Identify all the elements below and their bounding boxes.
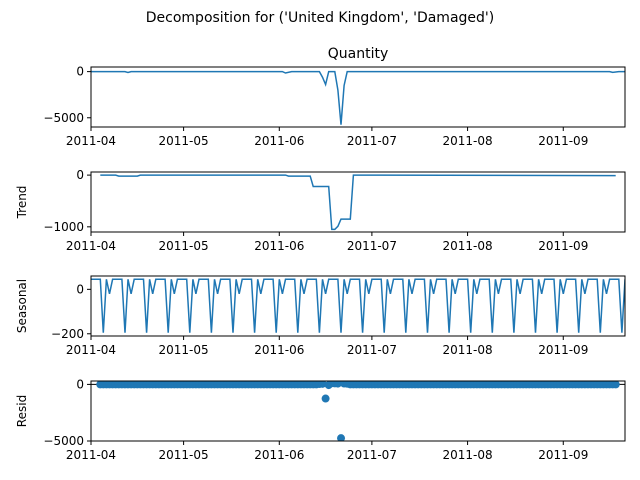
y-tick-label: 0	[76, 65, 84, 79]
axes-frame	[90, 171, 626, 233]
x-tick-label: 2011-05	[159, 134, 209, 148]
y-axis-label: Resid	[15, 395, 29, 427]
series-line	[91, 70, 625, 125]
y-tick-label: −1000	[43, 220, 84, 234]
panel-seasonal: 2011-04 2011-05 2011-06 2011-07 2011-08 2011-…	[15, 275, 626, 357]
x-tick-label: 2011-09	[538, 239, 588, 253]
series-line	[91, 278, 625, 333]
axes-frame	[90, 66, 626, 128]
y-tick-label: −200	[51, 327, 84, 341]
x-tick-label: 2011-06	[254, 448, 304, 462]
panel-trend: 2011-04 2011-05 2011-06 2011-07 2011-08 2011-…	[15, 168, 626, 253]
x-tick-label: 2011-07	[347, 448, 397, 462]
x-tick-label: 2011-04	[66, 134, 116, 148]
x-tick-label: 2011-04	[66, 343, 116, 357]
x-tick-label: 2011-07	[347, 239, 397, 253]
resid-point	[611, 381, 620, 389]
plot-area	[100, 174, 616, 231]
x-tick-label: 2011-06	[254, 134, 304, 148]
y-tick-label: 0	[76, 168, 84, 182]
x-tick-label: 2011-08	[443, 343, 493, 357]
x-tick-label: 2011-05	[159, 448, 209, 462]
panel-title: Quantity	[328, 46, 389, 62]
resid-point	[321, 394, 330, 403]
resid-point	[333, 381, 342, 388]
plot-area	[91, 278, 625, 333]
y-axis-label: Trend	[15, 186, 29, 220]
x-tick-label: 2011-04	[66, 448, 116, 462]
panel-resid: 2011-04 2011-05 2011-06 2011-07 2011-08 2011-…	[15, 377, 626, 462]
x-tick-label: 2011-06	[254, 239, 304, 253]
y-axis-label: Seasonal	[15, 279, 29, 333]
x-tick-label: 2011-09	[538, 343, 588, 357]
y-tick-label: 0	[76, 377, 84, 391]
x-tick-label: 2011-04	[66, 239, 116, 253]
panel-quantity: 2011-04 2011-05 2011-06 2011-07 2011-08 2011-…	[43, 46, 626, 148]
y-tick-label: −5000	[43, 111, 84, 125]
x-tick-label: 2011-07	[347, 134, 397, 148]
resid-point	[337, 434, 346, 441]
x-tick-label: 2011-08	[443, 134, 493, 148]
x-tick-label: 2011-09	[538, 448, 588, 462]
x-tick-label: 2011-08	[443, 448, 493, 462]
y-tick-label: −5000	[43, 434, 84, 448]
plot-area	[91, 381, 625, 441]
axes-frame	[90, 275, 626, 337]
x-tick-label: 2011-09	[538, 134, 588, 148]
series-line	[100, 174, 616, 231]
figure-suptitle: Decomposition for ('United Kingdom', 'Da…	[146, 10, 494, 26]
x-tick-label: 2011-08	[443, 239, 493, 253]
y-tick-label: 0	[76, 282, 84, 296]
plot-area	[91, 70, 625, 125]
x-tick-label: 2011-07	[347, 343, 397, 357]
x-tick-label: 2011-06	[254, 343, 304, 357]
resid-point	[318, 381, 327, 388]
axes-frame	[90, 380, 626, 442]
x-tick-label: 2011-05	[159, 343, 209, 357]
x-tick-label: 2011-05	[159, 239, 209, 253]
